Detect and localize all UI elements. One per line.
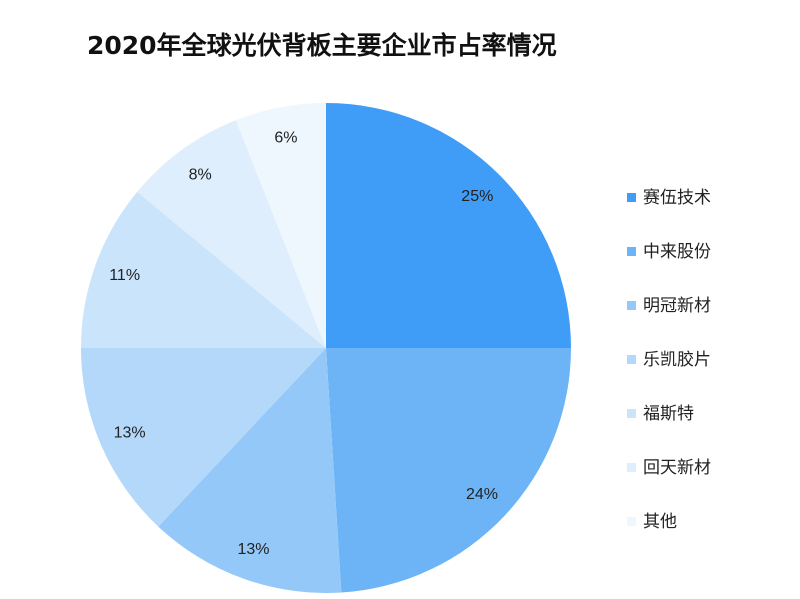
pie-slices [81,103,571,593]
slice-data-label-6: 8% [189,166,212,183]
legend-item-6: 回天新材 [627,458,711,478]
pie-slice-3 [158,348,342,593]
legend-swatch [627,517,636,526]
legend-swatch [627,247,636,256]
legend-item-5: 福斯特 [627,404,694,424]
chart-title: 2020年全球光伏背板主要企业市占率情况 [87,31,557,60]
slice-labels: 25% 24% 13% 13% 11% 8% 6% [109,129,498,558]
legend-label: 赛伍技术 [643,187,711,208]
legend-label: 福斯特 [643,404,694,424]
legend-label: 回天新材 [643,458,711,478]
legend-swatch [627,355,636,364]
legend-label: 乐凯胶片 [643,350,711,370]
pie-slice-6 [137,120,326,348]
legend-item-4: 乐凯胶片 [627,350,711,370]
legend-swatch [627,409,636,418]
pie-slice-1 [326,103,571,348]
legend-swatch [627,463,636,472]
legend-swatch [627,301,636,310]
legend-item-1: 赛伍技术 [627,187,711,208]
legend-item-2: 中来股份 [627,242,711,262]
pie-slice-2 [326,348,571,593]
slice-data-label-3: 13% [237,541,269,558]
legend-label: 明冠新材 [643,296,711,316]
pie-slice-7 [235,103,326,348]
slice-data-label-7: 6% [274,129,297,146]
legend-swatch [627,193,636,202]
slice-data-label-4: 13% [114,424,146,441]
legend-label: 其他 [643,512,677,532]
slice-data-label-1: 25% [461,188,493,205]
legend-item-3: 明冠新材 [627,296,711,316]
slice-data-label-5: 11% [109,267,140,284]
legend-label: 中来股份 [643,242,711,262]
legend-item-7: 其他 [627,512,677,532]
slice-data-label-2: 24% [466,486,498,503]
pie-slice-5 [81,191,326,348]
pie-slice-4 [81,348,326,527]
